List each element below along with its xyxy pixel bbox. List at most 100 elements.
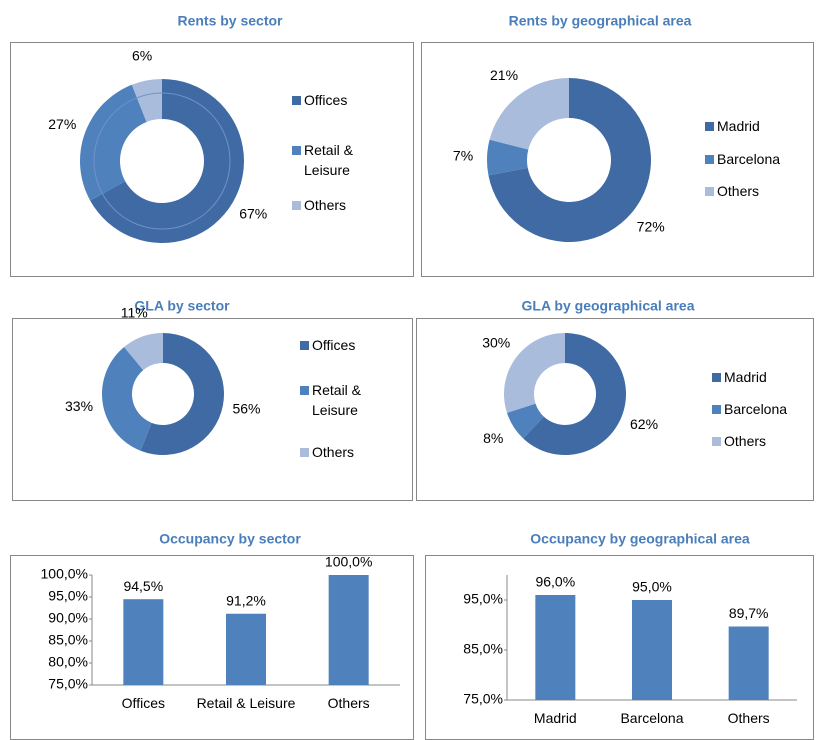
legend-label-box: Barcelona <box>717 151 781 167</box>
data-label: 89,7% <box>729 605 769 621</box>
data-label: 56% <box>232 401 260 417</box>
chart-title: Rents by sector <box>177 13 283 29</box>
legend-label: Madrid <box>724 369 767 385</box>
y-tick-label: 100,0% <box>41 566 88 582</box>
x-tick-label-box: Others <box>727 710 770 726</box>
bar <box>632 600 672 700</box>
donut-slice <box>79 84 147 201</box>
x-tick-label: Madrid <box>533 710 577 726</box>
bar <box>535 595 576 700</box>
donut-slice <box>486 139 529 176</box>
x-tick-label-box: Retail & Leisure <box>196 695 296 711</box>
donut-slice <box>523 333 626 455</box>
y-tick-label: 90,0% <box>48 610 88 626</box>
legend-label-box: Offices <box>304 92 348 108</box>
data-label: 94,5% <box>123 578 163 594</box>
x-tick-label-box: Madrid <box>533 710 577 726</box>
legend-swatch <box>292 201 301 210</box>
bar <box>328 575 369 685</box>
legend-label: Barcelona <box>717 151 781 167</box>
donut-slice <box>503 333 565 413</box>
legend-swatch <box>292 96 301 105</box>
donut-slice <box>131 79 162 122</box>
legend-label-box: Others <box>724 433 767 449</box>
data-label: 91,2% <box>226 592 266 608</box>
legend-label-box: Offices <box>312 337 356 353</box>
donut-slice <box>506 403 544 439</box>
x-tick-label-box: Others <box>327 695 370 711</box>
data-label: 33% <box>65 398 93 414</box>
chart-title: Rents by geographical area <box>509 13 692 29</box>
y-tick-label: 95,0% <box>48 588 88 604</box>
chart-title: GLA by sector <box>134 298 230 314</box>
legend-label-box: Barcelona <box>724 401 788 417</box>
y-tick-label: 85,0% <box>463 641 503 657</box>
legend-swatch <box>300 448 309 457</box>
legend-swatch <box>300 341 309 350</box>
data-label: 95,0% <box>632 579 672 595</box>
y-tick-label: 80,0% <box>48 654 88 670</box>
legend-label: Others <box>304 197 347 213</box>
bar <box>728 626 769 700</box>
legend-label: Retail & Leisure <box>304 142 354 178</box>
y-tick-label: 75,0% <box>48 676 88 692</box>
legend-label-box: Retail & Leisure <box>304 142 354 178</box>
legend-label-box: Others <box>717 183 759 199</box>
legend-label: Others <box>724 433 767 449</box>
y-tick-label: 95,0% <box>463 591 503 607</box>
chart-title: Occupancy by sector <box>159 531 301 547</box>
data-label: 7% <box>453 147 473 163</box>
bar <box>226 613 266 685</box>
data-label: 67% <box>239 206 267 222</box>
legend-label-box: Madrid <box>717 118 760 134</box>
x-tick-label-box: Barcelona <box>620 710 684 726</box>
legend-label: Offices <box>304 92 348 108</box>
x-tick-label: Others <box>327 695 370 711</box>
donut-slice <box>488 78 651 242</box>
legend-label: Retail & Leisure <box>312 382 362 418</box>
donut-slice <box>124 333 163 371</box>
legend-label-box: Madrid <box>724 369 767 385</box>
legend-label-box: Others <box>304 197 347 213</box>
legend-label: Others <box>312 444 355 460</box>
donut-slice <box>140 333 225 455</box>
data-label: 21% <box>490 67 518 83</box>
legend-swatch <box>705 122 714 131</box>
data-label: 100,0% <box>325 554 372 570</box>
x-tick-label: Barcelona <box>620 710 684 726</box>
x-tick-label-box: Offices <box>122 695 165 711</box>
donut-slice <box>90 79 244 243</box>
donut-slice <box>489 78 569 150</box>
legend-swatch <box>292 146 301 155</box>
legend-swatch <box>705 155 714 164</box>
legend-swatch <box>300 386 309 395</box>
y-tick-label: 75,0% <box>463 691 503 707</box>
data-label: 96,0% <box>535 574 575 590</box>
chart-title: GLA by geographical area <box>522 298 695 314</box>
chart-frame <box>12 318 413 501</box>
y-tick-label: 85,0% <box>48 632 88 648</box>
inner-ring <box>93 92 231 230</box>
data-label: 30% <box>482 335 510 351</box>
chart-frame <box>10 42 414 277</box>
chart-title: Occupancy by geographical area <box>530 531 750 547</box>
data-label: 72% <box>637 218 665 234</box>
legend-label: Madrid <box>717 118 760 134</box>
chart-frame <box>416 318 814 501</box>
chart-frame <box>421 42 814 277</box>
bar <box>123 599 164 685</box>
x-tick-label: Others <box>727 710 770 726</box>
donut-slice <box>102 346 152 451</box>
legend-swatch <box>712 373 721 382</box>
legend-label-box: Others <box>312 444 355 460</box>
legend-label: Barcelona <box>724 401 788 417</box>
data-label: 62% <box>630 416 658 432</box>
legend-label-box: Retail & Leisure <box>312 382 362 418</box>
legend-swatch <box>705 187 714 196</box>
data-label: 27% <box>48 116 76 132</box>
legend-label: Offices <box>312 337 356 353</box>
data-label: 11% <box>121 305 148 321</box>
data-label: 6% <box>132 48 152 64</box>
x-tick-label: Retail & Leisure <box>196 695 296 711</box>
